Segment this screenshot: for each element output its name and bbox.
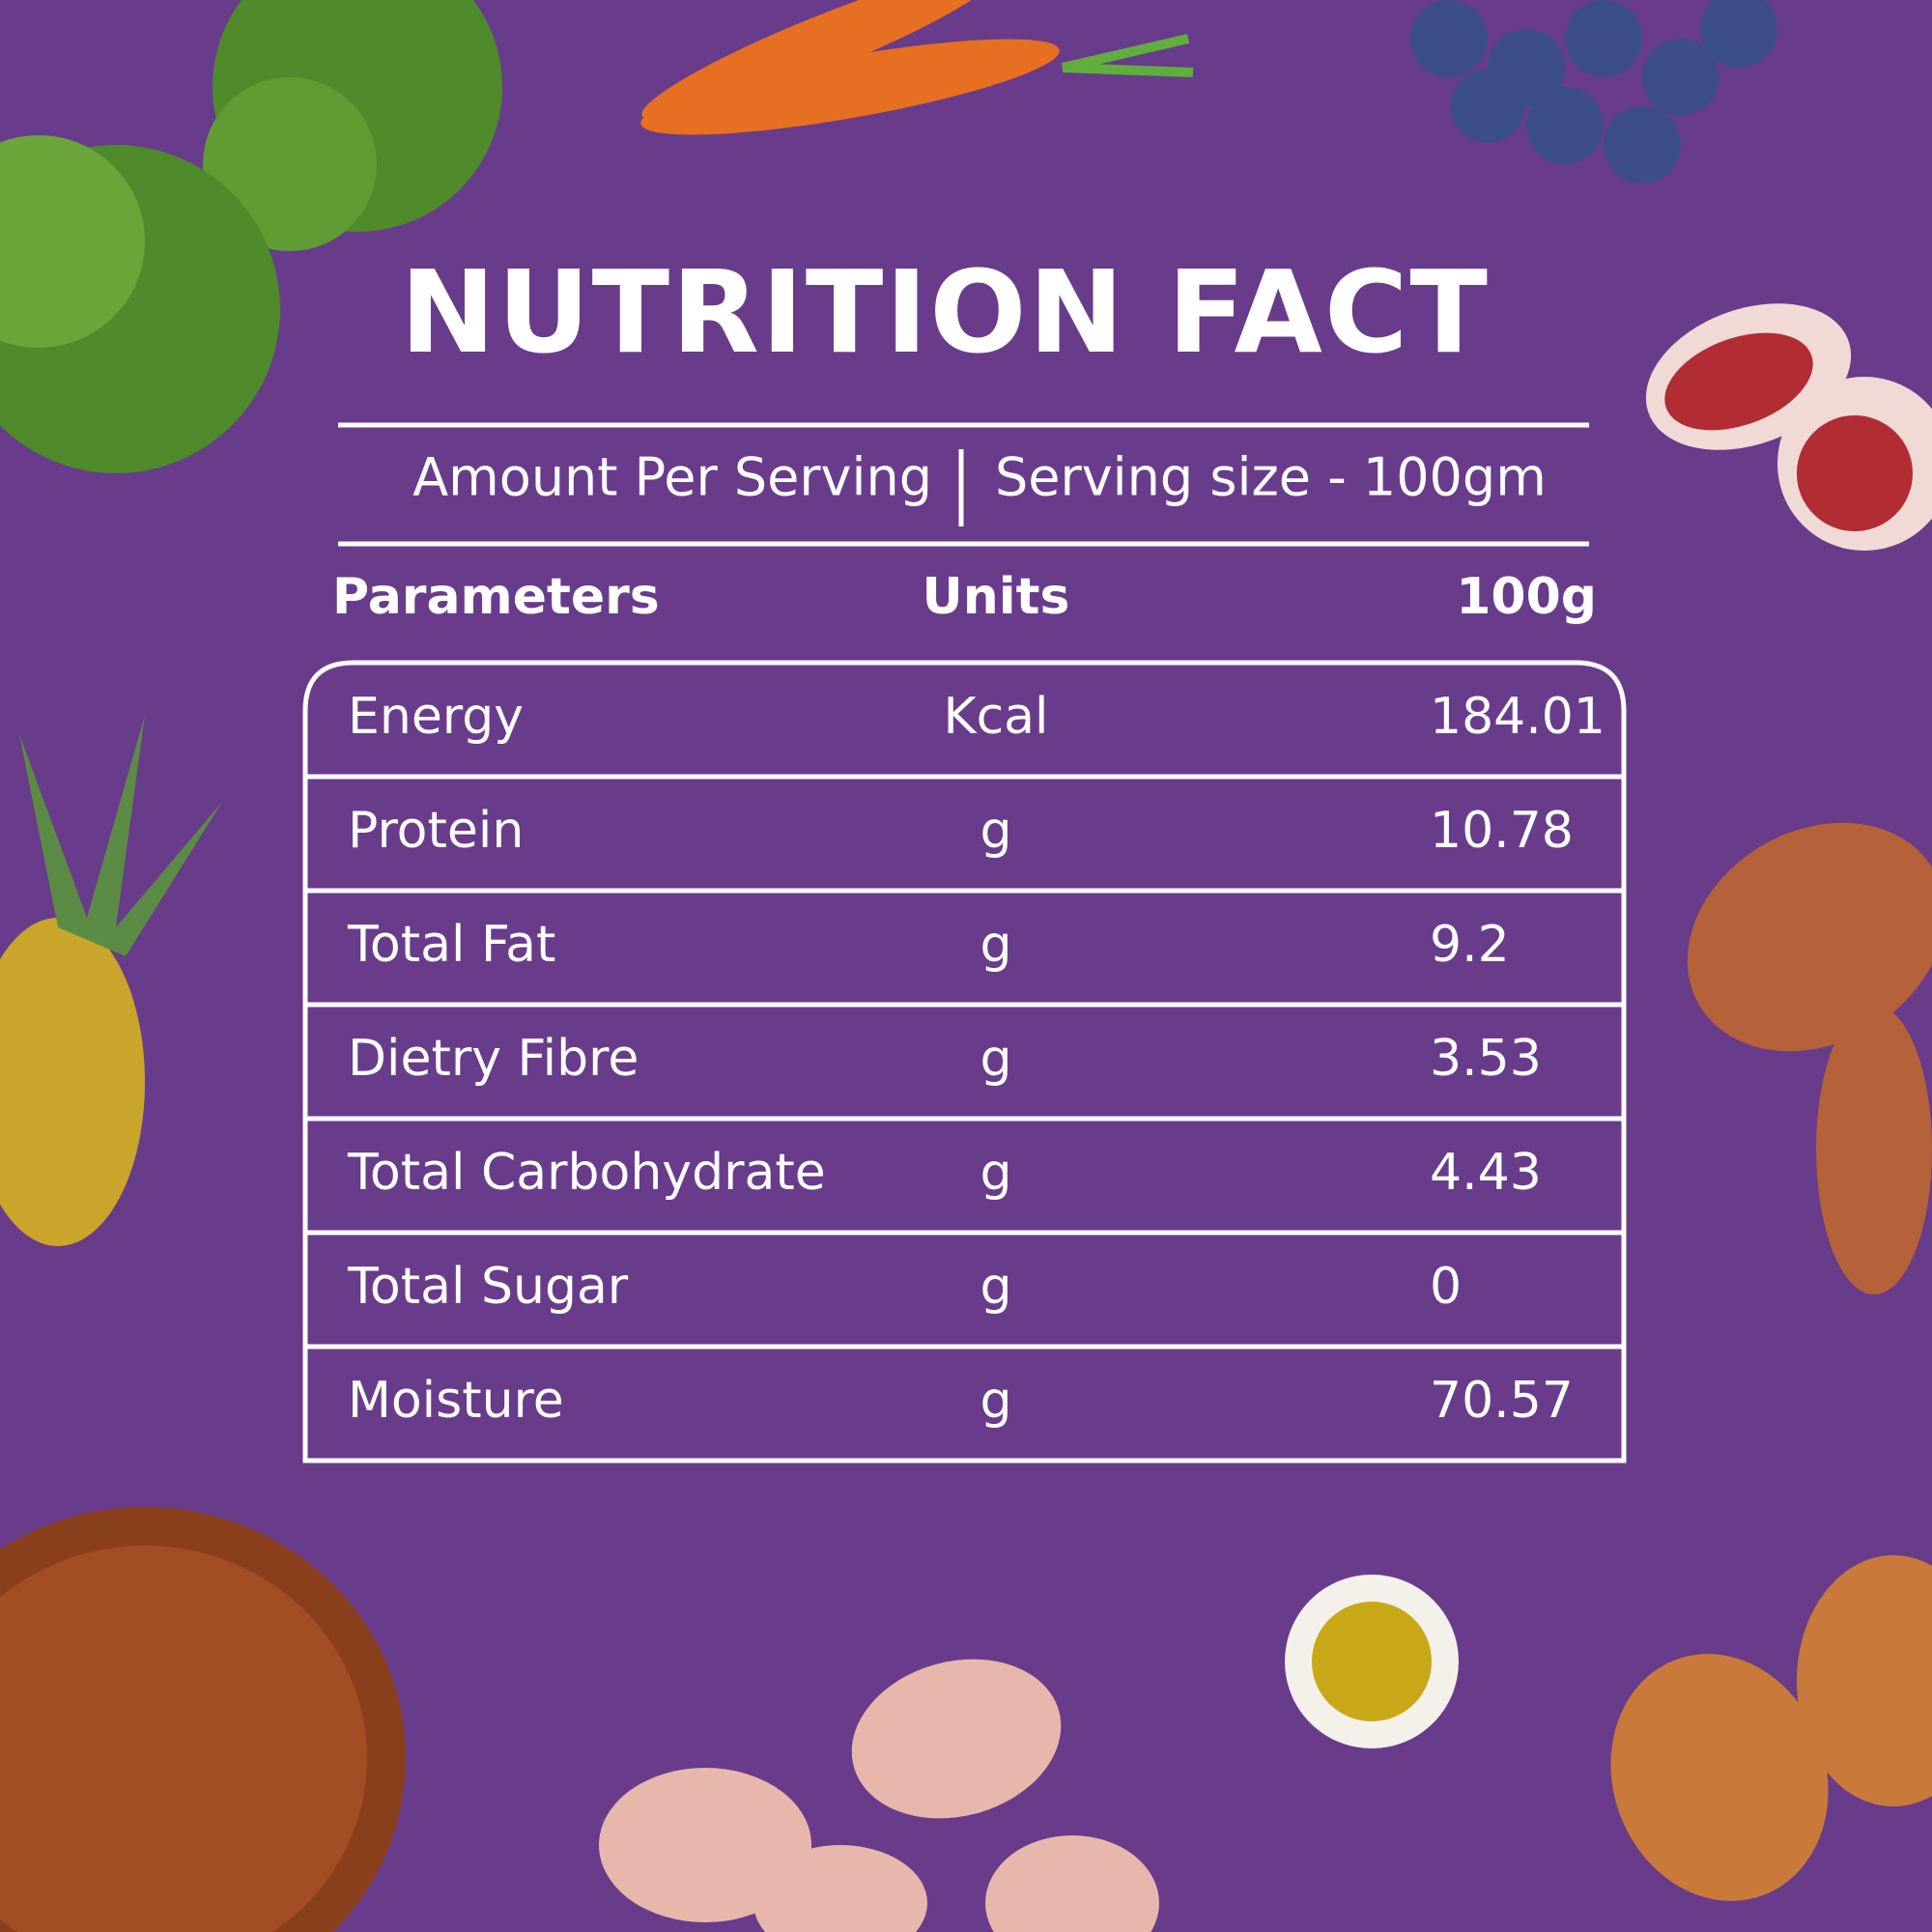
serving-left: Amount Per Serving bbox=[412, 447, 932, 508]
parameter: Dietry Fibre bbox=[348, 1030, 639, 1088]
amount: 10.78 bbox=[1430, 802, 1574, 860]
flax-seeds bbox=[0, 1507, 406, 1932]
parameter: Total Fat bbox=[347, 916, 555, 974]
amount: 70.57 bbox=[1430, 1372, 1574, 1430]
sweet-potatoes bbox=[1687, 822, 1932, 1294]
unit: g bbox=[980, 1258, 1011, 1316]
amount: 3.53 bbox=[1430, 1030, 1542, 1088]
amount: 4.43 bbox=[1430, 1144, 1542, 1202]
oil-dish bbox=[1285, 1575, 1459, 1748]
unit: g bbox=[980, 1144, 1011, 1202]
pineapple bbox=[0, 715, 222, 1246]
broccoli bbox=[0, 0, 502, 473]
chicken bbox=[599, 1659, 1159, 1932]
table-border bbox=[302, 660, 1627, 1463]
header-units: Units bbox=[923, 568, 1070, 626]
parameter: Protein bbox=[348, 802, 524, 860]
blueberries bbox=[1410, 0, 1777, 184]
unit: Kcal bbox=[943, 688, 1048, 746]
amount: 184.01 bbox=[1430, 688, 1605, 746]
header-amount: 100g bbox=[1456, 568, 1597, 626]
serving-right: Serving size - 100gm bbox=[995, 447, 1547, 508]
unit: g bbox=[980, 916, 1011, 974]
unit: g bbox=[980, 1030, 1011, 1088]
parameter: Total Carbohydrate bbox=[347, 1144, 826, 1202]
table: Energy Kcal 184.01 Protein g 10.78 Total Fat g 9… bbox=[302, 660, 1627, 1463]
title: NUTRITION FACT bbox=[400, 245, 1490, 379]
eggs bbox=[1610, 1555, 1932, 1901]
carrots bbox=[640, 0, 1194, 135]
amount: 9.2 bbox=[1430, 916, 1510, 974]
parameter: Total Sugar bbox=[347, 1258, 629, 1316]
unit: g bbox=[980, 1372, 1011, 1430]
parameter: Energy bbox=[348, 688, 524, 746]
header-parameters: Parameters bbox=[332, 568, 660, 626]
unit: g bbox=[980, 802, 1011, 860]
lamb-chops bbox=[1645, 303, 1932, 551]
parameter: Moisture bbox=[348, 1372, 564, 1430]
amount: 0 bbox=[1430, 1258, 1462, 1316]
